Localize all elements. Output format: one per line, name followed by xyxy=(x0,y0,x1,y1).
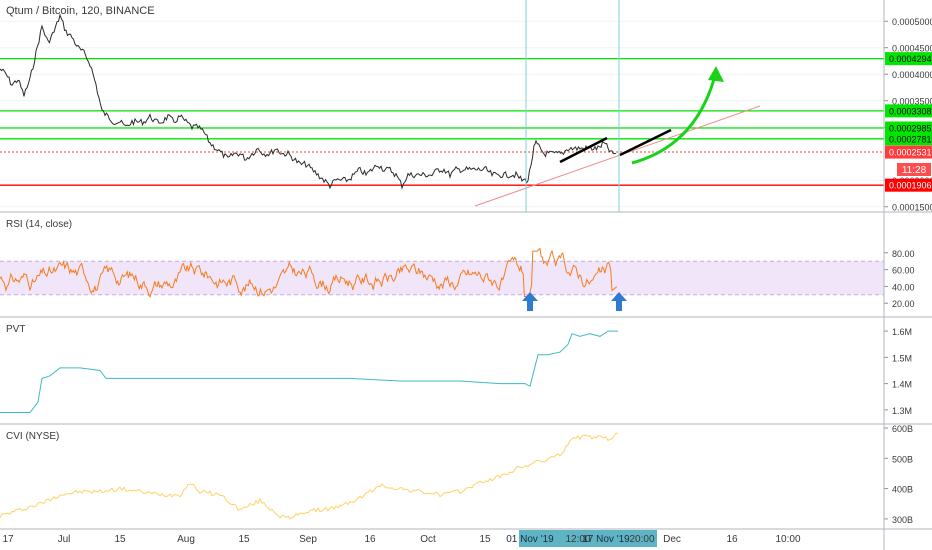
price-level-label: 0.0002985 xyxy=(889,123,932,133)
rsi-tick-label: 40.00 xyxy=(892,282,915,292)
price-tick-label: 0.0001500 xyxy=(892,203,932,213)
price-grid xyxy=(0,20,884,208)
price-level-label: 0.0004294 xyxy=(889,54,932,64)
pvt-tick-label: 1.3M xyxy=(892,406,912,416)
price-tick-label: 0.0003500 xyxy=(892,97,932,107)
price-horizontal-levels xyxy=(0,57,884,186)
cvi-tick-label: 400B xyxy=(892,485,913,495)
rsi-y-axis: 80.00 60.00 40.00 20.00 xyxy=(884,249,915,309)
time-label: 10:00 xyxy=(775,534,800,545)
rsi-tick-label: 20.00 xyxy=(892,299,915,309)
time-label: Jul xyxy=(58,534,71,545)
rsi-overbought-oversold-band xyxy=(0,260,884,296)
price-y-axis: 0.00050000.00045000.00040000.00035000.00… xyxy=(884,17,932,213)
time-label: 12:00 xyxy=(565,534,590,545)
time-label: Dec xyxy=(663,534,681,545)
blue-arrow-icon-2 xyxy=(611,292,627,311)
pvt-y-axis: 1.6M 1.5M 1.4M 1.3M xyxy=(884,327,912,416)
cvi-pane[interactable]: CVI (NYSE) 600B 500B 400B 300B xyxy=(0,424,913,525)
rsi-tick-label: 60.00 xyxy=(892,266,915,276)
pvt-title: PVT xyxy=(6,324,25,335)
rising-trendline xyxy=(474,105,761,207)
time-label-highlight-1: 01 Nov '19 xyxy=(506,534,554,545)
pvt-tick-label: 1.6M xyxy=(892,327,912,337)
time-label: Oct xyxy=(420,534,436,545)
pvt-tick-label: 1.5M xyxy=(892,353,912,363)
time-axis-highlight xyxy=(519,530,657,547)
price-level-label: 0.0002531 xyxy=(889,148,932,158)
time-label: 16 xyxy=(364,534,376,545)
time-axis[interactable]: 01 Nov '19 17 Nov '19 17 Jul 15 Aug 15 Sep 16 O… xyxy=(2,530,801,547)
price-level-badge xyxy=(885,132,932,146)
time-label: 15 xyxy=(479,534,491,545)
projection-arrow-head-icon xyxy=(708,66,724,82)
pvt-pane[interactable]: PVT 1.6M 1.5M 1.4M 1.3M xyxy=(0,324,912,416)
price-tick-label: 0.0004500 xyxy=(892,44,932,54)
price-level-badge xyxy=(885,52,932,66)
rsi-title: RSI (14, close) xyxy=(6,219,72,230)
price-level-badge xyxy=(885,145,932,159)
time-label: Sep xyxy=(299,534,317,545)
time-label: 15 xyxy=(238,534,250,545)
countdown-badge xyxy=(897,163,931,176)
symbol-title: Qtum / Bitcoin, 120, BINANCE xyxy=(6,5,155,17)
time-label-highlight-2: 17 Nov '19 xyxy=(582,534,630,545)
trendline-black-1 xyxy=(559,136,608,164)
rsi-series-line xyxy=(0,247,618,299)
time-label: 17 xyxy=(2,534,14,545)
rsi-tick-label: 80.00 xyxy=(892,249,915,259)
rsi-pane[interactable]: RSI (14, close) 80.00 60.00 40.00 20.00 xyxy=(0,219,915,311)
projection-arrow xyxy=(631,71,718,165)
cvi-tick-label: 300B xyxy=(892,515,913,525)
pvt-series-line xyxy=(0,330,618,413)
trendline-black-2 xyxy=(619,128,672,157)
price-level-label: 0.0002781 xyxy=(889,134,932,144)
price-series-line xyxy=(0,13,617,190)
price-tick-label: 0.0004000 xyxy=(892,70,932,80)
price-level-label: 0.0001906 xyxy=(889,181,932,191)
price-level-label: 0.0003308 xyxy=(889,106,932,116)
price-pane[interactable]: Qtum / Bitcoin, 120, BINANCE 0.0005000 0.… xyxy=(0,0,932,213)
cvi-tick-label: 500B xyxy=(892,454,913,464)
price-level-badge xyxy=(885,178,932,192)
cvi-tick-label: 600B xyxy=(892,424,913,434)
blue-arrow-icon-1 xyxy=(522,292,538,311)
price-tick-label: 0.0005000 xyxy=(892,17,932,27)
time-label: Aug xyxy=(177,534,195,545)
time-label: 16 xyxy=(726,534,738,545)
countdown-label: 11:28 xyxy=(902,165,927,176)
pvt-tick-label: 1.4M xyxy=(892,380,912,390)
price-level-badge xyxy=(885,104,932,118)
time-label: 15 xyxy=(114,534,126,545)
rsi-band-fill xyxy=(0,261,884,295)
cvi-y-axis: 600B 500B 400B 300B xyxy=(884,424,913,525)
time-label: 20:00 xyxy=(629,534,654,545)
price-level-badge xyxy=(885,121,932,135)
cvi-series-line xyxy=(0,432,619,520)
cvi-title: CVI (NYSE) xyxy=(6,431,59,442)
